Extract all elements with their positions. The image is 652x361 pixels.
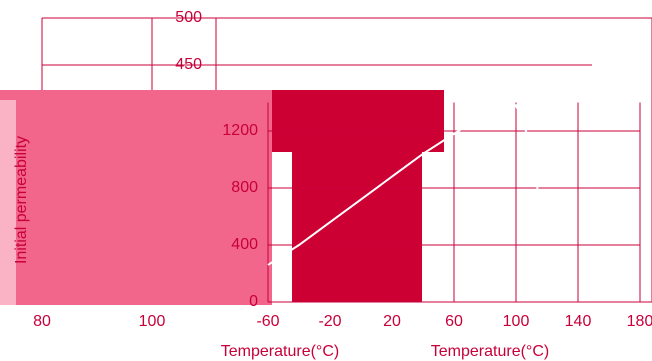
y-tick-label: 450 [175, 56, 202, 73]
block [292, 152, 422, 302]
y-tick-label: 0 [249, 293, 258, 310]
y-axis-label: Initial permeability [13, 136, 30, 264]
front-chart: 0 400 800 1200 -60 -20 20 60 100 140 180 Temperatur… [13, 102, 652, 360]
x-tick-label: 60 [445, 313, 463, 330]
x-tick-label: 180 [627, 313, 652, 330]
y-tick-label: 800 [231, 179, 258, 196]
y-tick-label: 1200 [222, 122, 258, 139]
data-line [267, 104, 541, 266]
block [272, 90, 444, 152]
x-axis-label: Temperature(°C) [221, 343, 339, 360]
x-tick-label: -20 [318, 313, 341, 330]
x-tick-label: 20 [383, 313, 401, 330]
x-tick-label: 100 [139, 313, 166, 330]
x-tick-label: -60 [256, 313, 279, 330]
x-tick-label: 140 [565, 313, 592, 330]
block [0, 100, 16, 305]
x-tick-label: 80 [33, 313, 51, 330]
overlap-blocks [0, 90, 444, 305]
y-tick-label: 500 [175, 9, 202, 26]
y-tick-label: 400 [231, 236, 258, 253]
plot-frame [215, 17, 652, 303]
x-axis-label: Temperature(°C) [431, 343, 549, 360]
back-chart: 450 500 80 100 Temperature(°C) [33, 9, 652, 360]
x-tick-label: 100 [503, 313, 530, 330]
block [0, 90, 272, 305]
